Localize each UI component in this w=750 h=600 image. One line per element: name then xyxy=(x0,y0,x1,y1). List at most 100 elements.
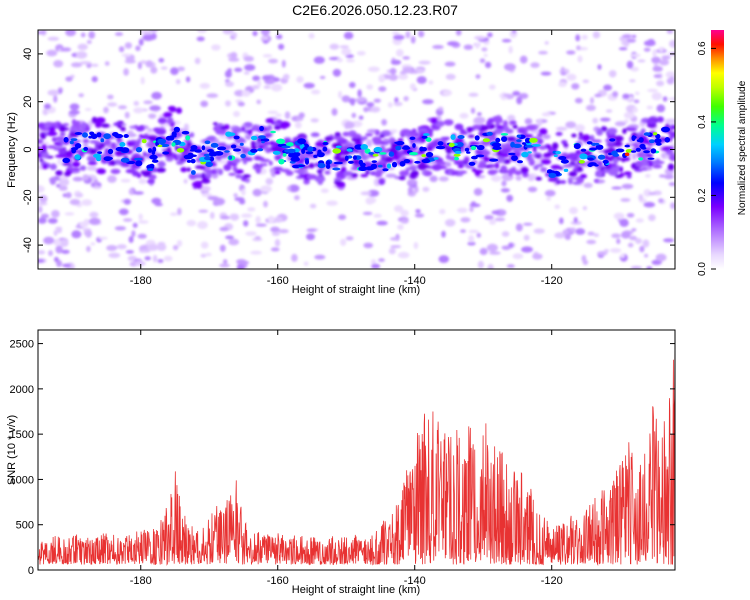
spectrogram-cell xyxy=(138,220,149,224)
spectrogram-x-axis: -180 -160 -140 -120 xyxy=(130,30,563,287)
spectrogram-cell xyxy=(387,102,393,108)
spectrogram-cell xyxy=(621,231,631,239)
spectrogram-peak xyxy=(228,155,233,160)
spectrogram-cell xyxy=(152,127,162,132)
spectrogram-peak xyxy=(512,143,523,148)
spectrogram-cell xyxy=(635,218,644,223)
spectrogram-cell xyxy=(474,42,480,49)
spectrogram-cell xyxy=(439,208,446,215)
spectrogram-cell xyxy=(643,47,651,52)
spectrogram-cell xyxy=(389,129,398,134)
spectrogram-cell xyxy=(489,251,501,255)
spectrogram-peak xyxy=(82,132,88,138)
spectrogram-cell xyxy=(378,178,386,185)
spectrogram-cell xyxy=(483,53,488,58)
spectrogram-cell xyxy=(402,56,411,60)
spectrogram-peak xyxy=(421,135,428,139)
spectrogram-cell xyxy=(338,90,343,99)
spectrogram-cell xyxy=(273,216,283,223)
spectrogram-cell xyxy=(577,55,583,63)
spectrogram-peak xyxy=(425,137,432,142)
spectrogram-cell xyxy=(479,247,488,256)
spectrogram-cell xyxy=(142,151,147,157)
spectrogram-cell xyxy=(137,233,147,239)
spectrogram-cell xyxy=(579,174,588,179)
spectrogram-peak xyxy=(62,157,70,164)
y-tick-label: -40 xyxy=(22,237,34,253)
spectrogram-cell xyxy=(481,47,488,52)
spectrogram-peak xyxy=(205,161,213,167)
spectrogram-cell xyxy=(333,177,343,181)
spectrogram-cell xyxy=(491,116,502,122)
spectrogram-cell xyxy=(199,82,210,89)
y-tick-label: 0 xyxy=(22,146,34,152)
spectrogram-cell xyxy=(116,244,127,250)
spectrogram-peaks xyxy=(62,125,671,178)
spectrogram-cell xyxy=(135,45,141,52)
spectrogram-cell xyxy=(326,200,338,206)
spectrogram-cell xyxy=(544,189,556,197)
x-tick-label: -180 xyxy=(130,275,152,287)
spectrogram-cell xyxy=(157,160,166,168)
snr-y-axis: 0 500 1000 1500 2000 2500 xyxy=(10,339,675,577)
spectrogram-cell xyxy=(467,241,476,246)
spectrogram-cell xyxy=(210,211,215,220)
spectrogram-cell xyxy=(143,30,152,35)
spectrogram-cell xyxy=(339,45,349,49)
spectrogram-cell xyxy=(633,142,639,149)
spectrogram-cell xyxy=(444,219,456,227)
spectrogram-cell xyxy=(38,250,46,255)
spectrogram-cell xyxy=(262,40,269,44)
spectrogram-cell xyxy=(483,155,489,163)
spectrogram-cell xyxy=(445,73,456,80)
spectrogram-cell xyxy=(405,167,411,172)
spectrogram-cell xyxy=(569,207,578,215)
spectrogram-cell xyxy=(585,104,596,111)
spectrogram-cell xyxy=(562,164,574,168)
spectrogram-cell xyxy=(493,128,504,135)
y-tick-label: 40 xyxy=(22,48,34,60)
spectrogram-cell xyxy=(659,59,670,66)
spectrogram-cell xyxy=(438,176,449,182)
spectrogram-cell xyxy=(523,234,530,241)
colorbar-tick-label: 0.0 xyxy=(697,262,708,276)
spectrogram-cell xyxy=(485,61,492,69)
spectrogram-cell xyxy=(223,259,228,264)
spectrogram-cell xyxy=(230,213,240,221)
spectrogram-peak xyxy=(181,130,190,135)
spectrogram-peak xyxy=(157,138,167,145)
spectrogram-peak xyxy=(162,151,170,155)
spectrogram-cell xyxy=(537,133,543,138)
spectrogram-cell xyxy=(504,63,516,71)
spectrogram-cell xyxy=(140,60,147,64)
y-tick-label: 2000 xyxy=(10,384,34,396)
spectrogram-peak xyxy=(615,148,625,153)
spectrogram-cell xyxy=(133,101,140,106)
spectrogram-cell xyxy=(647,39,655,44)
spectrogram-cell xyxy=(232,166,238,172)
spectrogram-peak xyxy=(578,160,585,164)
spectrogram-cell xyxy=(314,254,326,260)
spectrogram-cell xyxy=(514,170,522,176)
spectrogram-cell xyxy=(512,124,518,129)
spectrogram-cell xyxy=(252,126,260,130)
spectrogram-peak xyxy=(470,145,477,151)
spectrogram-cell xyxy=(346,58,355,63)
spectrogram-cell xyxy=(573,217,578,224)
spectrogram-cell xyxy=(180,167,187,173)
spectrogram-peak xyxy=(325,164,331,170)
spectrogram-cell xyxy=(496,125,504,130)
spectrogram-peak xyxy=(296,164,306,168)
spectrogram-peak xyxy=(204,156,211,161)
spectrogram-cell xyxy=(635,161,643,167)
spectrogram-cell xyxy=(341,48,352,56)
spectrogram-cell xyxy=(310,132,320,137)
spectrogram-peak xyxy=(313,154,318,158)
spectrogram-peak xyxy=(141,138,147,144)
spectrogram-cell xyxy=(511,166,517,173)
spectrogram-cell xyxy=(457,171,464,177)
spectrogram-peak xyxy=(70,138,78,142)
spectrogram-cell xyxy=(267,215,275,224)
spectrogram-peak xyxy=(586,141,593,145)
spectrogram-peak xyxy=(191,145,198,149)
